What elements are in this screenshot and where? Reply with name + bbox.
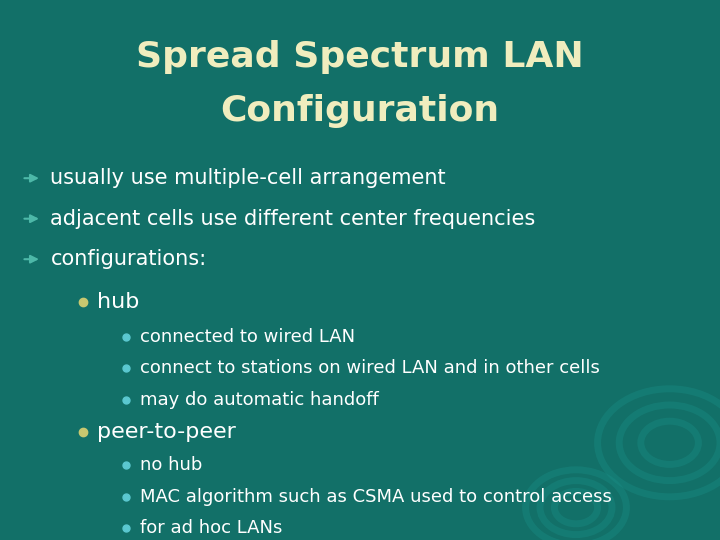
Text: connect to stations on wired LAN and in other cells: connect to stations on wired LAN and in … (140, 359, 600, 377)
Text: Spread Spectrum LAN: Spread Spectrum LAN (136, 40, 584, 73)
Text: configurations:: configurations: (50, 249, 207, 269)
Text: peer-to-peer: peer-to-peer (97, 422, 236, 442)
Text: usually use multiple-cell arrangement: usually use multiple-cell arrangement (50, 168, 446, 188)
Text: Configuration: Configuration (220, 94, 500, 127)
Text: no hub: no hub (140, 456, 203, 475)
Text: connected to wired LAN: connected to wired LAN (140, 328, 356, 346)
Text: hub: hub (97, 292, 140, 313)
Text: may do automatic handoff: may do automatic handoff (140, 390, 379, 409)
Text: MAC algorithm such as CSMA used to control access: MAC algorithm such as CSMA used to contr… (140, 488, 612, 506)
Text: for ad hoc LANs: for ad hoc LANs (140, 519, 283, 537)
Text: adjacent cells use different center frequencies: adjacent cells use different center freq… (50, 208, 536, 229)
